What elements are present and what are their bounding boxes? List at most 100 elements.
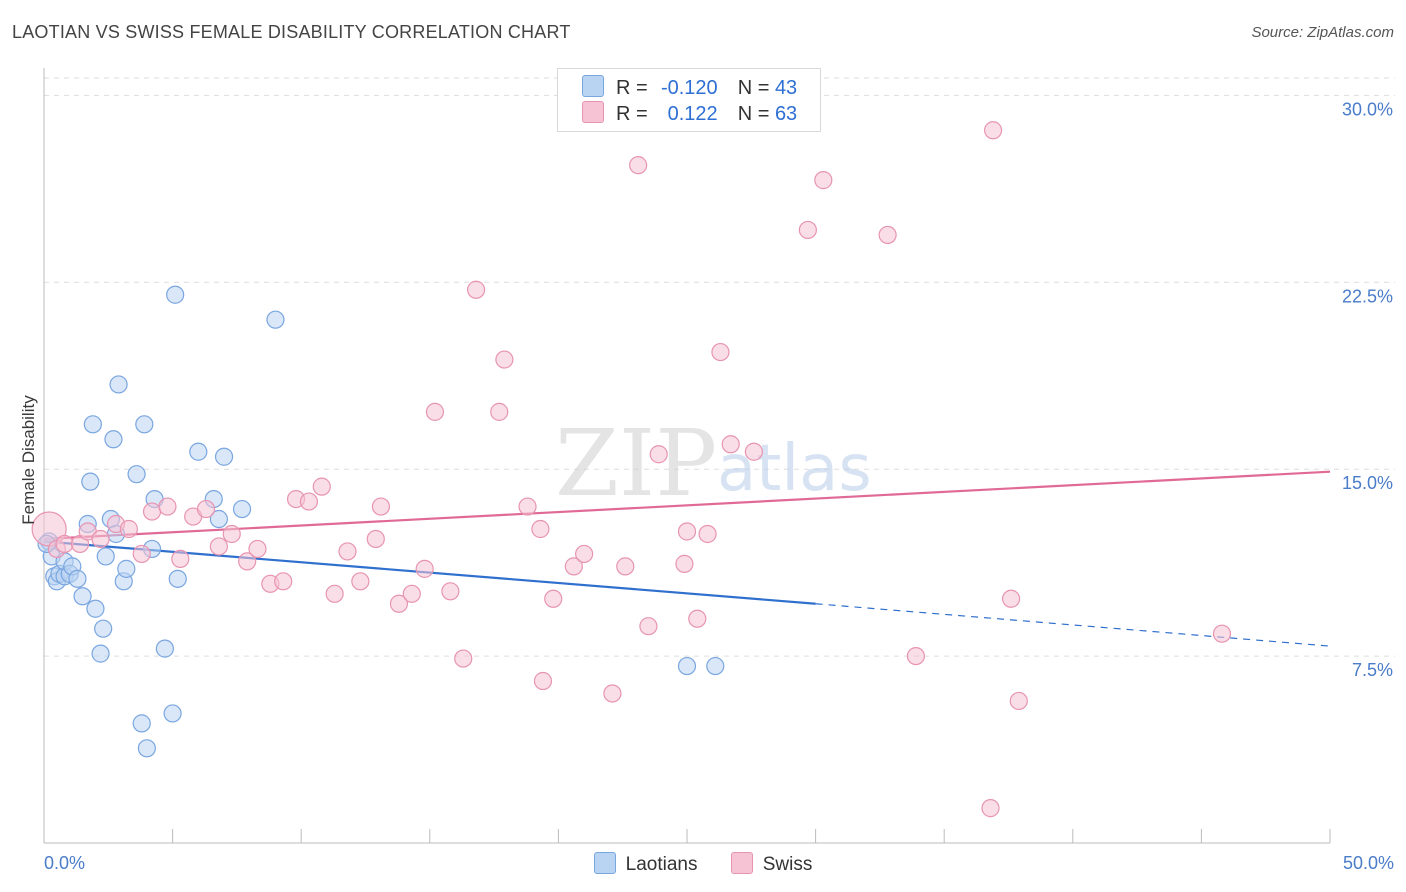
legend-item-swiss[interactable]: Swiss	[730, 852, 813, 876]
laotians-r-value: -0.120	[660, 77, 718, 99]
swiss-point	[616, 557, 635, 576]
swiss-point	[649, 445, 668, 464]
swiss-point	[119, 519, 138, 539]
swiss-point	[402, 584, 421, 603]
swiss-point	[371, 497, 391, 516]
laotians-legend-swatch	[593, 852, 616, 874]
trendline-extension-laotians	[815, 603, 1331, 647]
watermark: ZIP atlas	[555, 410, 872, 517]
swiss-point	[495, 350, 514, 369]
laotians-point	[73, 587, 92, 606]
laotians-n-value: 43	[774, 77, 798, 99]
source-label: Source: ZipAtlas.com	[1251, 24, 1394, 41]
laotians-point	[155, 639, 174, 658]
laotians-point	[117, 559, 136, 578]
laotians-point	[677, 656, 697, 676]
swiss-point	[248, 539, 267, 559]
laotians-point	[96, 547, 115, 566]
legend-r-label: R =	[616, 103, 648, 125]
swiss-point	[132, 544, 151, 564]
trendline-swiss	[43, 470, 1331, 541]
swiss-point	[878, 225, 897, 245]
laotians-point	[135, 415, 154, 434]
swiss-point	[688, 609, 707, 628]
laotians-point	[232, 499, 252, 519]
legend-n-label: N =	[737, 103, 770, 125]
y-axis-label: Female Disability	[19, 395, 38, 525]
swiss-point	[711, 342, 730, 362]
swiss-point	[1009, 691, 1028, 711]
laotians-point	[132, 714, 151, 733]
axes	[43, 68, 1331, 844]
swiss-point	[415, 559, 434, 578]
laotians-point	[109, 375, 128, 394]
swiss-point	[171, 549, 190, 569]
laotians-point	[189, 442, 208, 461]
swiss-point	[466, 280, 486, 299]
laotians-point	[163, 704, 182, 723]
swiss-point	[425, 402, 445, 421]
watermark-atlas: atlas	[717, 432, 872, 506]
swiss-point	[798, 220, 817, 240]
chart-title: LAOTIAN VS SWISS FEMALE DISABILITY CORRE…	[12, 22, 571, 42]
swiss-point	[544, 589, 563, 608]
swiss-point	[490, 402, 509, 421]
swiss-point	[981, 799, 1000, 818]
laotians-point	[68, 569, 87, 588]
laotians-point	[127, 465, 146, 484]
swiss-point	[1212, 624, 1232, 643]
swiss-point	[698, 524, 717, 544]
laotians-point	[137, 739, 156, 758]
swiss-point	[603, 684, 622, 703]
y-tick-label: 15.0%	[1342, 473, 1393, 493]
swiss-point	[564, 557, 583, 576]
laotians-point	[83, 415, 102, 434]
swiss-point	[196, 499, 216, 519]
x-tick-label: 50.0%	[1343, 853, 1394, 873]
swiss-point	[312, 477, 331, 496]
laotians-point	[94, 619, 113, 638]
laotians-legend-label: Laotians	[625, 854, 698, 875]
y-tick-label: 30.0%	[1342, 99, 1393, 119]
swiss-point	[533, 671, 553, 691]
swiss-point	[575, 544, 594, 564]
swiss-swatch	[582, 101, 604, 123]
swiss-point	[351, 572, 370, 591]
legend-n-label: N =	[737, 77, 770, 99]
swiss-point	[454, 649, 473, 668]
laotians-point	[209, 509, 228, 529]
swiss-point	[814, 171, 833, 190]
swiss-point	[142, 502, 162, 521]
swiss-legend-label: Swiss	[762, 854, 813, 875]
swiss-point	[389, 594, 409, 613]
swiss-point	[338, 542, 357, 561]
tick-labels: 7.5% 15.0% 22.5% 30.0% 0.0% 50.0%	[44, 99, 1394, 873]
swiss-point	[55, 534, 74, 554]
laotians-point	[86, 599, 105, 618]
swiss-point	[983, 121, 1003, 140]
swiss-point	[675, 554, 694, 573]
swiss-point	[299, 492, 319, 511]
laotians-point	[166, 285, 185, 304]
swiss-point	[325, 584, 344, 603]
correlation-legend: R = -0.120 N = 43 R = 0.122 N = 63	[557, 68, 821, 132]
laotians-point	[168, 569, 187, 588]
swiss-point	[744, 442, 763, 461]
laotians-point	[266, 310, 285, 329]
swiss-point	[677, 522, 697, 541]
legend-row-swiss: R = 0.122 N = 63	[582, 101, 797, 127]
swiss-point	[366, 529, 385, 549]
swiss-point	[518, 497, 537, 516]
series-legend: Laotians Swiss	[0, 852, 1406, 876]
swiss-legend-swatch	[730, 852, 753, 874]
legend-row-laotians: R = -0.120 N = 43	[582, 75, 797, 101]
swiss-point	[209, 537, 228, 556]
legend-item-laotians[interactable]: Laotians	[593, 852, 698, 876]
y-tick-label: 22.5%	[1342, 286, 1393, 306]
swiss-point	[222, 524, 241, 544]
data-points	[31, 121, 1232, 818]
laotians-point	[214, 447, 234, 466]
laotians-point	[81, 472, 100, 491]
swiss-n-value: 63	[774, 103, 798, 125]
